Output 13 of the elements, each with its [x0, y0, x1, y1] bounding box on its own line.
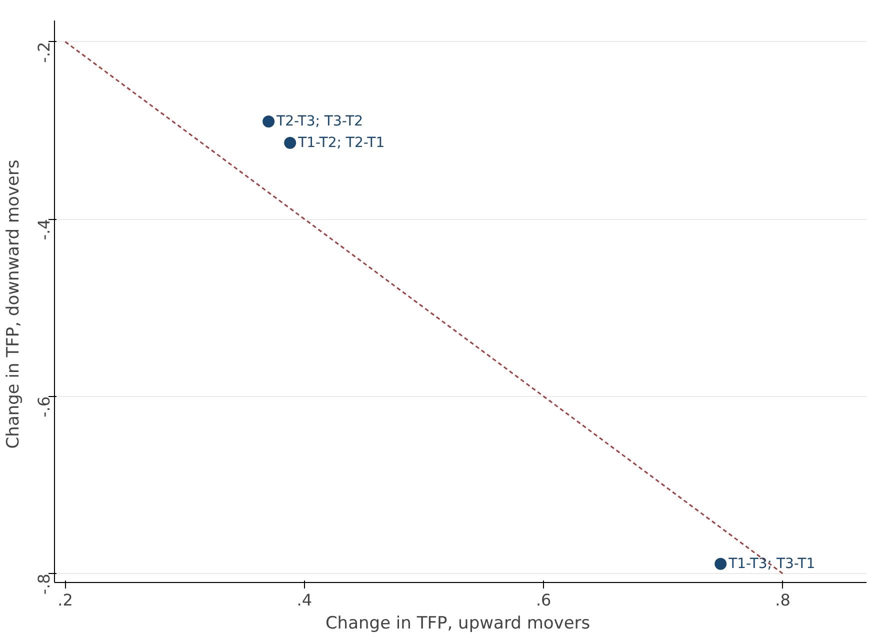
y-axis-title: Change in TFP, downward movers [4, 160, 24, 449]
y-tick-label: -.6 [34, 396, 54, 418]
annotation: T1-T3; T3-T1 [728, 556, 816, 572]
x-axis-title: Change in TFP, upward movers [325, 614, 590, 634]
y-tick-label: -.8 [34, 574, 54, 595]
x-tick-label: .4 [296, 590, 312, 610]
x-tick-label: .6 [536, 590, 552, 610]
annotation: T2-T3; T3-T2 [276, 114, 364, 130]
x-tick-label: .2 [58, 590, 73, 610]
y-tick-label: -.2 [34, 42, 54, 63]
y-tick-label: -.4 [34, 219, 54, 240]
x-tick-label: .8 [775, 590, 790, 610]
annotation: T1-T2; T2-T1 [297, 134, 385, 151]
